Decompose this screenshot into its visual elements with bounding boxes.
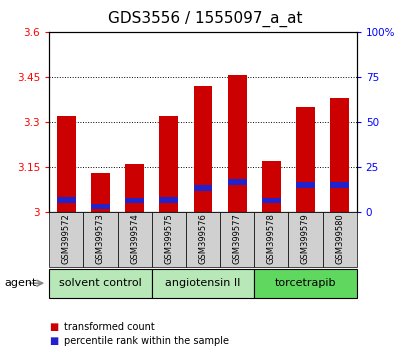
Text: GSM399575: GSM399575: [164, 213, 173, 264]
Bar: [261, 161, 280, 212]
Bar: [295, 182, 314, 188]
Bar: [125, 198, 144, 204]
Text: torcetrapib: torcetrapib: [274, 278, 335, 287]
Text: GSM399573: GSM399573: [96, 213, 105, 264]
Text: GSM399574: GSM399574: [130, 213, 139, 264]
Bar: [227, 179, 246, 185]
FancyBboxPatch shape: [117, 212, 151, 267]
FancyBboxPatch shape: [185, 212, 220, 267]
FancyBboxPatch shape: [322, 212, 356, 267]
Text: GSM399579: GSM399579: [300, 213, 309, 264]
Text: ■: ■: [49, 322, 58, 332]
Bar: [193, 185, 212, 191]
FancyBboxPatch shape: [288, 212, 322, 267]
Bar: [91, 173, 110, 212]
FancyBboxPatch shape: [151, 212, 185, 267]
Text: GSM399576: GSM399576: [198, 213, 207, 264]
Text: agent: agent: [4, 278, 36, 288]
Bar: [91, 204, 110, 210]
FancyBboxPatch shape: [254, 212, 288, 267]
Text: GDS3556 / 1555097_a_at: GDS3556 / 1555097_a_at: [108, 11, 301, 27]
Bar: [295, 107, 314, 212]
Text: solvent control: solvent control: [59, 278, 142, 287]
FancyBboxPatch shape: [220, 212, 254, 267]
FancyBboxPatch shape: [49, 269, 151, 297]
Text: ■: ■: [49, 336, 58, 346]
Bar: [57, 198, 76, 204]
Text: percentile rank within the sample: percentile rank within the sample: [63, 336, 228, 346]
Bar: [261, 198, 280, 204]
Bar: [159, 116, 178, 212]
Text: angiotensin II: angiotensin II: [165, 278, 240, 287]
Text: GSM399578: GSM399578: [266, 213, 275, 264]
Text: GSM399580: GSM399580: [334, 213, 343, 264]
Bar: [329, 98, 348, 212]
FancyBboxPatch shape: [83, 212, 117, 267]
Bar: [159, 198, 178, 204]
Bar: [125, 164, 144, 212]
FancyBboxPatch shape: [151, 269, 254, 297]
Text: GSM399577: GSM399577: [232, 213, 241, 264]
Bar: [227, 75, 246, 212]
Text: transformed count: transformed count: [63, 322, 154, 332]
Bar: [329, 182, 348, 188]
Bar: [193, 86, 212, 212]
FancyBboxPatch shape: [254, 269, 356, 297]
Text: GSM399572: GSM399572: [62, 213, 71, 264]
FancyBboxPatch shape: [49, 212, 83, 267]
Bar: [57, 116, 76, 212]
